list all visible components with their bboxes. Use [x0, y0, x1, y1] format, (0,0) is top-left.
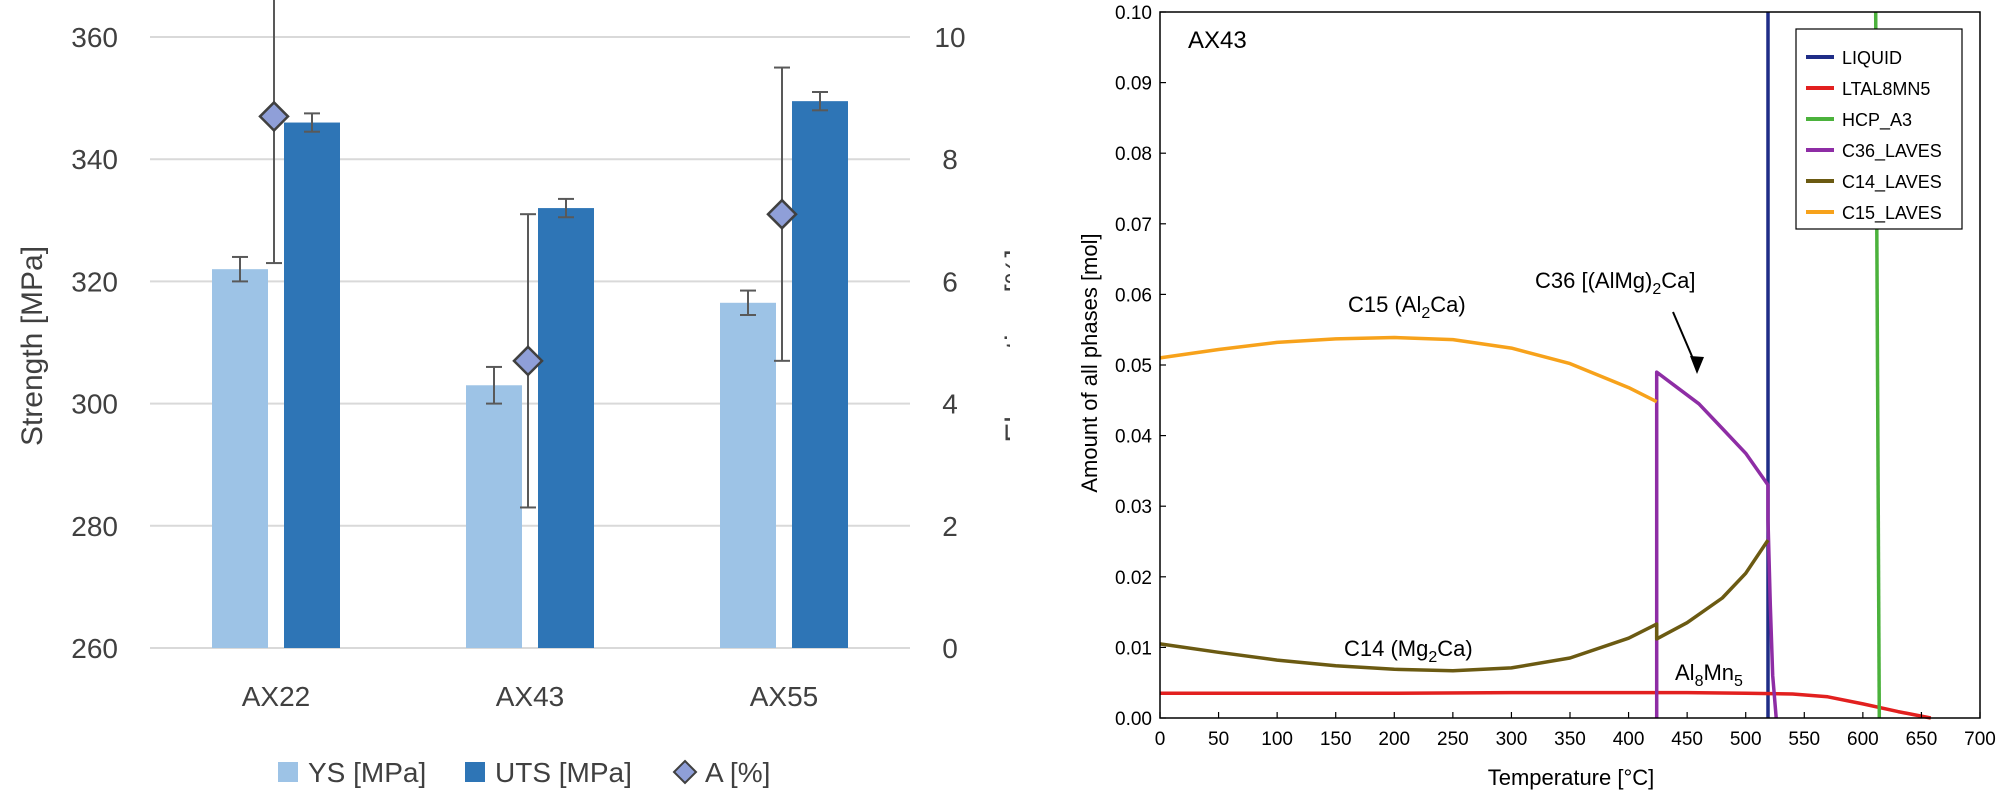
y-tick-label: 300 — [71, 389, 118, 420]
x-tick-label: 400 — [1613, 729, 1645, 750]
x-tick-label: 700 — [1964, 729, 1996, 750]
elongation-marker — [512, 345, 544, 377]
bar-ys — [720, 302, 776, 648]
y-tick-label: 0.04 — [1115, 427, 1152, 448]
y2-tick-label: 6 — [942, 266, 958, 297]
y-tick-label: 340 — [71, 144, 118, 175]
y-axis-label: Amount of all phases [mol] — [1077, 233, 1102, 492]
x-tick-label: 300 — [1496, 729, 1528, 750]
legend-swatch — [465, 762, 485, 782]
bar-ys — [212, 269, 268, 648]
x-tick-label: AX22 — [242, 681, 311, 712]
y-tick-label: 0.02 — [1115, 568, 1152, 589]
chart-annotation-ax43: AX43 — [1188, 27, 1247, 54]
legend-label: A [%] — [705, 757, 770, 788]
phase-diagram-chart: 0 50 100 150 200 250 300 350 400 450 500 550 600 650 7… — [1077, 3, 1996, 790]
x-tick-label: 150 — [1320, 729, 1352, 750]
x-tick-label: 600 — [1847, 729, 1879, 750]
legend-label: YS [MPa] — [308, 757, 426, 788]
y-tick-label: 0.01 — [1115, 638, 1152, 659]
series-line-c14_laves — [1159, 539, 1770, 673]
x-tick-label: 450 — [1671, 729, 1703, 750]
label-c14: C14 (Mg2Ca) — [1344, 636, 1473, 666]
phase-legend: LIQUID LTAL8MN5 HCP_A3 C36_LAVES C14_LAVES C1… — [1795, 28, 1963, 230]
y2-tick-label: 8 — [942, 144, 958, 175]
label-c36: C36 [(AlMg)2Ca] — [1535, 268, 1696, 298]
legend-label: LIQUID — [1842, 48, 1902, 68]
x-tick-label: 500 — [1730, 729, 1762, 750]
y-tick-label: 0.03 — [1115, 497, 1152, 518]
x-tick-label: 200 — [1378, 729, 1410, 750]
legend-swatch — [278, 762, 298, 782]
y-tick-label: 0.08 — [1115, 144, 1152, 165]
phase-labels: C15 (Al2Ca) C36 [(AlMg)2Ca] C14 (Mg2Ca) Al8… — [1344, 268, 1743, 690]
label-al8mn5: Al8Mn5 — [1675, 660, 1743, 690]
x-tick-label: 100 — [1261, 729, 1293, 750]
y2-tick-label: 10 — [934, 22, 965, 53]
x-tick-label: 250 — [1437, 729, 1469, 750]
legend-label: C14_LAVES — [1842, 172, 1942, 193]
x-tick-label: 650 — [1906, 729, 1938, 750]
y-tick-label: 0.10 — [1115, 3, 1152, 24]
legend-label: C36_LAVES — [1842, 141, 1942, 162]
series-line-c15_laves — [1159, 335, 1658, 404]
y2-tick-label: 2 — [942, 511, 958, 542]
y-axis-label: Strength [MPa] — [16, 246, 49, 446]
y-tick-label: 0.07 — [1115, 215, 1152, 236]
x-tick-label: 0 — [1155, 729, 1166, 750]
series-line-c36_laves — [1654, 370, 1778, 719]
y2-tick-label: 4 — [942, 389, 958, 420]
y-tick-label: 0.09 — [1115, 74, 1152, 95]
y-tick-label: 280 — [71, 511, 118, 542]
legend-label: LTAL8MN5 — [1842, 79, 1930, 99]
y-tick-label: 260 — [71, 633, 118, 664]
x-tick-label: 50 — [1208, 729, 1229, 750]
x-axis-label: Temperature [°C] — [1488, 765, 1655, 790]
legend-swatch — [672, 759, 698, 785]
bar-chart-legend: YS [MPa] UTS [MPa] A [%] — [278, 757, 770, 788]
legend-label: UTS [MPa] — [495, 757, 632, 788]
y-tick-label: 320 — [71, 266, 118, 297]
x-tick-label: AX55 — [750, 681, 819, 712]
y-tick-label: 0.05 — [1115, 356, 1152, 377]
bar-uts — [284, 122, 340, 649]
elongation-marker — [766, 198, 798, 230]
x-tick-label: AX43 — [496, 681, 565, 712]
y2-axis-label: Elongation [%] — [1000, 249, 1010, 442]
y2-tick-label: 0 — [942, 633, 958, 664]
x-tick-label: 350 — [1554, 729, 1586, 750]
legend-box — [1795, 28, 1963, 230]
x-tick-label: 550 — [1788, 729, 1820, 750]
legend-label: HCP_A3 — [1842, 110, 1912, 131]
arrow-head — [1690, 356, 1704, 374]
bar-ys — [466, 385, 522, 648]
y-tick-label: 0.06 — [1115, 285, 1152, 306]
elongation-marker — [258, 100, 290, 133]
label-c15: C15 (Al2Ca) — [1348, 292, 1466, 322]
y-tick-label: 0.00 — [1115, 709, 1152, 730]
legend-label: C15_LAVES — [1842, 203, 1942, 224]
bar-uts — [792, 101, 848, 648]
bar-uts — [538, 208, 594, 648]
y-tick-label: 360 — [71, 22, 118, 53]
series-line-ltal8mn5 — [1160, 690, 1932, 720]
